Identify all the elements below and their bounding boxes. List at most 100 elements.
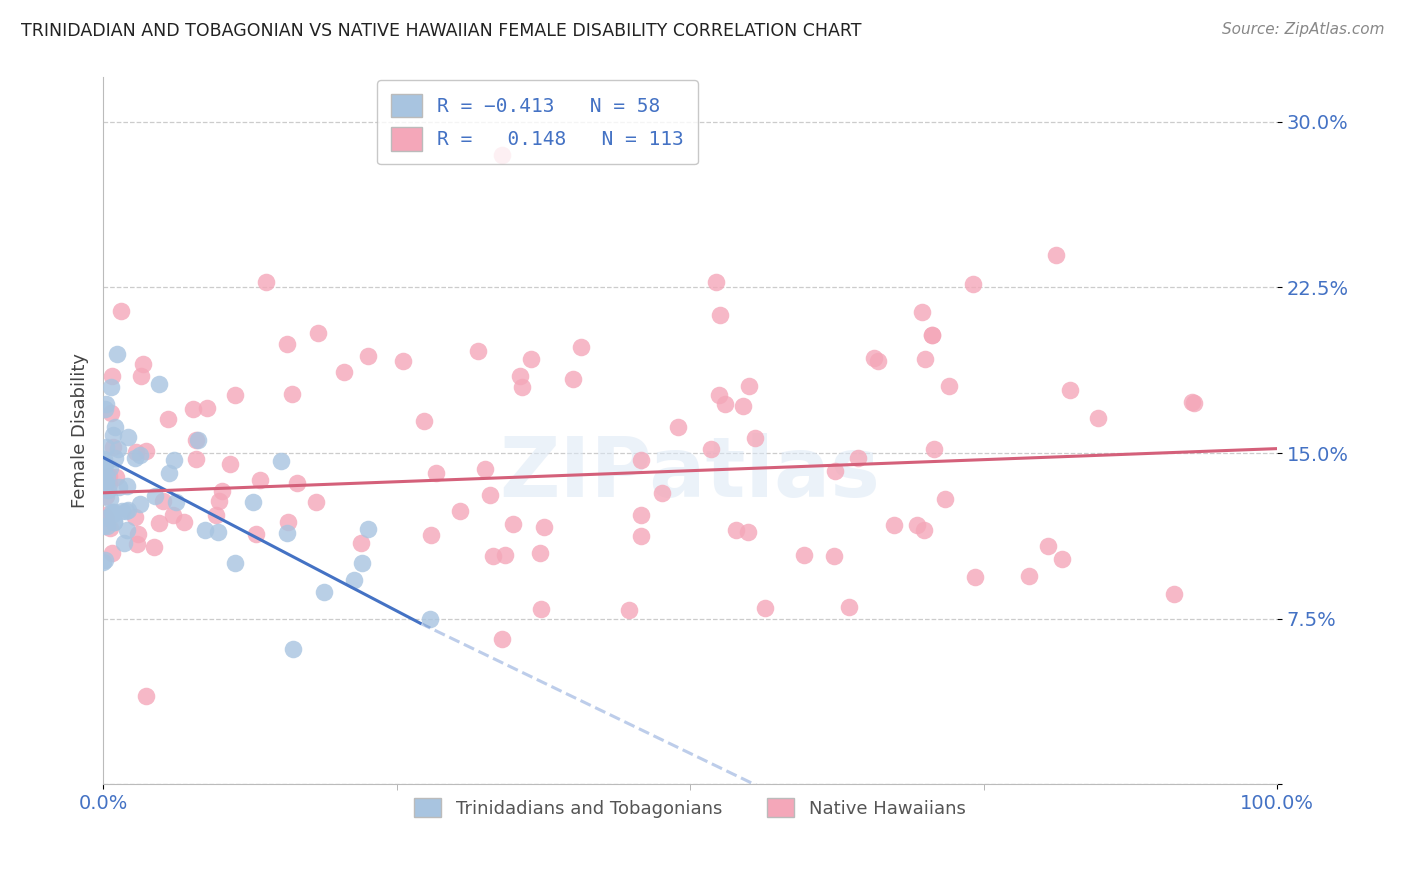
Point bbox=[1163, 587, 1185, 601]
Point bbox=[187, 433, 209, 447]
Legend: Trinidadians and Tobagonians, Native Hawaiians: Trinidadians and Tobagonians, Native Haw… bbox=[408, 790, 973, 825]
Point bbox=[1182, 395, 1205, 409]
Point bbox=[883, 517, 905, 532]
Point bbox=[314, 585, 336, 599]
Point bbox=[125, 444, 148, 458]
Point bbox=[962, 277, 984, 292]
Point bbox=[449, 504, 471, 518]
Point bbox=[100, 546, 122, 560]
Point bbox=[117, 430, 139, 444]
Point bbox=[479, 488, 502, 502]
Point bbox=[709, 388, 731, 402]
Point bbox=[135, 444, 157, 458]
Point bbox=[211, 483, 233, 498]
Point bbox=[142, 540, 165, 554]
Point bbox=[343, 573, 366, 587]
Point bbox=[245, 526, 267, 541]
Point bbox=[630, 528, 652, 542]
Point bbox=[357, 522, 380, 536]
Point bbox=[744, 431, 766, 445]
Point bbox=[420, 528, 443, 542]
Point bbox=[412, 414, 434, 428]
Point bbox=[152, 494, 174, 508]
Point bbox=[98, 469, 121, 483]
Point bbox=[419, 612, 441, 626]
Point bbox=[333, 365, 356, 379]
Point bbox=[91, 555, 114, 569]
Text: TRINIDADIAN AND TOBAGONIAN VS NATIVE HAWAIIAN FEMALE DISABILITY CORRELATION CHAR: TRINIDADIAN AND TOBAGONIAN VS NATIVE HAW… bbox=[21, 22, 862, 40]
Point bbox=[467, 343, 489, 358]
Point bbox=[101, 507, 124, 521]
Point bbox=[101, 368, 124, 383]
Point bbox=[93, 458, 115, 472]
Point bbox=[219, 457, 242, 471]
Point bbox=[129, 369, 152, 384]
Point bbox=[107, 442, 129, 456]
Point bbox=[103, 441, 125, 455]
Point bbox=[1036, 539, 1059, 553]
Point bbox=[533, 520, 555, 534]
Point bbox=[512, 380, 534, 394]
Point bbox=[630, 508, 652, 522]
Point bbox=[93, 475, 115, 489]
Point bbox=[392, 354, 415, 368]
Point bbox=[276, 337, 298, 351]
Point bbox=[103, 515, 125, 529]
Point bbox=[1181, 395, 1204, 409]
Point bbox=[125, 537, 148, 551]
Point bbox=[96, 470, 118, 484]
Point bbox=[96, 519, 118, 533]
Point bbox=[127, 527, 149, 541]
Point bbox=[569, 341, 592, 355]
Point bbox=[98, 521, 121, 535]
Point bbox=[112, 536, 135, 550]
Point bbox=[474, 461, 496, 475]
Point bbox=[905, 517, 928, 532]
Point bbox=[115, 479, 138, 493]
Point bbox=[124, 451, 146, 466]
Point bbox=[103, 419, 125, 434]
Point bbox=[725, 523, 748, 537]
Point bbox=[101, 505, 124, 519]
Point bbox=[195, 401, 218, 415]
Point bbox=[132, 357, 155, 371]
Point bbox=[93, 458, 115, 472]
Point bbox=[731, 400, 754, 414]
Point bbox=[307, 326, 329, 340]
Point bbox=[914, 352, 936, 367]
Point bbox=[165, 494, 187, 508]
Point bbox=[97, 483, 120, 497]
Point bbox=[481, 549, 503, 563]
Point bbox=[270, 454, 292, 468]
Point bbox=[285, 476, 308, 491]
Point bbox=[824, 464, 846, 478]
Point bbox=[105, 346, 128, 360]
Point bbox=[350, 556, 373, 570]
Point bbox=[630, 452, 652, 467]
Point bbox=[863, 351, 886, 365]
Point bbox=[207, 524, 229, 539]
Point bbox=[98, 491, 121, 506]
Point bbox=[823, 549, 845, 563]
Point bbox=[491, 148, 513, 162]
Point bbox=[208, 493, 231, 508]
Point bbox=[100, 380, 122, 394]
Point bbox=[157, 466, 180, 480]
Point bbox=[491, 632, 513, 646]
Point bbox=[281, 641, 304, 656]
Point bbox=[205, 508, 228, 522]
Point bbox=[651, 486, 673, 500]
Point bbox=[108, 480, 131, 494]
Point bbox=[921, 328, 943, 343]
Point bbox=[866, 353, 889, 368]
Point bbox=[737, 525, 759, 540]
Point bbox=[162, 508, 184, 522]
Point bbox=[96, 440, 118, 454]
Point bbox=[793, 548, 815, 562]
Point bbox=[93, 508, 115, 523]
Point bbox=[924, 442, 946, 457]
Point bbox=[249, 473, 271, 487]
Point bbox=[713, 396, 735, 410]
Point bbox=[194, 523, 217, 537]
Point bbox=[704, 275, 727, 289]
